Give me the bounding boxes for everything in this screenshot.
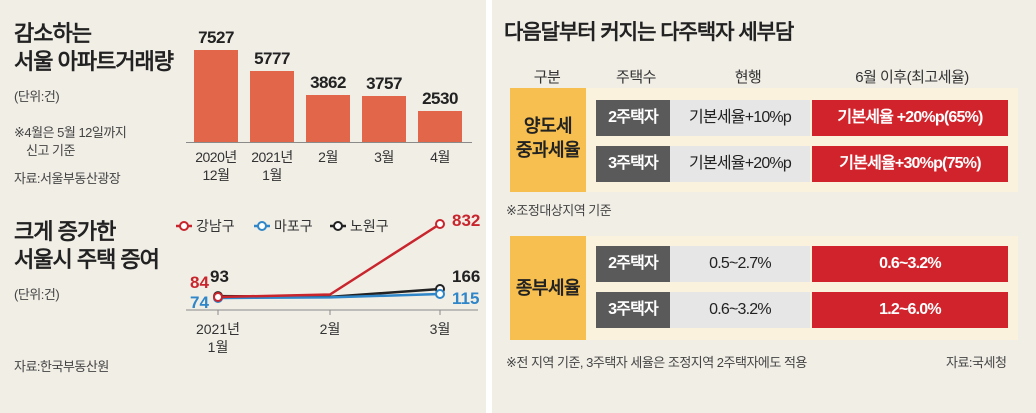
line-chart-unit: (단위:건) bbox=[14, 287, 60, 302]
tax-table-footnote: ※전 지역 기준, 3주택자 세율은 조정지역 2주택자에도 적용 bbox=[506, 355, 807, 370]
point-label: 84 bbox=[190, 273, 209, 292]
category-capital-gains-line1: 양도세 bbox=[523, 116, 573, 136]
bar-3 bbox=[362, 96, 406, 142]
series-point bbox=[435, 219, 445, 229]
row-after: 기본세율+30%p(75%) bbox=[812, 146, 1008, 182]
series-line-0 bbox=[217, 222, 441, 299]
table-row: 3주택자 기본세율+20%p 기본세율+30%p(75%) bbox=[596, 146, 1008, 182]
bar-1 bbox=[250, 71, 294, 142]
row-current: 0.6~3.2% bbox=[670, 292, 810, 328]
row-houses: 2주택자 bbox=[596, 246, 670, 282]
row-after: 1.2~6.0% bbox=[812, 292, 1008, 328]
bar-chart-unit: (단위:건) bbox=[14, 89, 60, 104]
row-houses: 3주택자 bbox=[596, 292, 670, 328]
row-after: 0.6~3.2% bbox=[812, 246, 1008, 282]
row-current: 기본세율+20%p bbox=[670, 146, 810, 182]
tax-table-title: 다음달부터 커지는 다주택자 세부담 bbox=[504, 21, 794, 44]
bar-value-label: 5777 bbox=[254, 49, 290, 69]
point-label: 115 bbox=[452, 289, 479, 308]
table-row: 2주택자 0.5~2.7% 0.6~3.2% bbox=[596, 246, 1008, 282]
bar-chart-note-line1: ※4월은 5월 12일까지 bbox=[14, 125, 127, 140]
series-point bbox=[435, 289, 445, 299]
table-row: 2주택자 기본세율+10%p 기본세율 +20%p(65%) bbox=[596, 100, 1008, 136]
bar-chart-title-line2: 서울 아파트거래량 bbox=[14, 49, 174, 74]
bar-chart-source: 자료:서울부동산광장 bbox=[14, 171, 121, 186]
bar-chart: 7527 2020년 12월 5777 2021년 1월 3862 2월 3757 3월 2530 4… bbox=[0, 0, 486, 200]
bar-4 bbox=[418, 111, 462, 142]
point-label: 166 bbox=[452, 267, 480, 286]
row-current: 0.5~2.7% bbox=[670, 246, 810, 282]
left-panel: 감소하는 서울 아파트거래량 (단위:건) ※4월은 5월 12일까지 신고 기… bbox=[0, 0, 486, 413]
point-label: 93 bbox=[210, 267, 229, 286]
bar-value-label: 3862 bbox=[310, 72, 346, 92]
tax-table-source: 자료:국세청 bbox=[946, 355, 1007, 370]
bar-chart-title-line1: 감소하는 bbox=[14, 21, 92, 46]
bar-x-label: 2020년 12월 bbox=[195, 149, 237, 183]
bar-x-label: 4월 bbox=[430, 149, 450, 165]
series-point bbox=[213, 292, 223, 302]
bar-chart-baseline bbox=[186, 142, 472, 143]
line-chart-title-line2: 서울시 주택 증여 bbox=[14, 247, 160, 272]
header-category: 구분 bbox=[533, 69, 561, 86]
row-current: 기본세율+10%p bbox=[670, 100, 810, 136]
header-current: 현행 bbox=[734, 69, 762, 86]
bar-x-label: 2021년 1월 bbox=[251, 149, 293, 183]
line-x-label: 1월 bbox=[208, 339, 229, 355]
bar-x-label: 2월 bbox=[318, 149, 338, 165]
category-property-tax: 종부세율 bbox=[510, 236, 586, 340]
capital-gains-note: ※조정대상지역 기준 bbox=[506, 203, 612, 218]
legend-label: 마포구 bbox=[274, 218, 313, 234]
row-after: 기본세율 +20%p(65%) bbox=[812, 100, 1008, 136]
header-after: 6월 이후(최고세율) bbox=[855, 69, 969, 86]
line-chart-source: 자료:한국부동산원 bbox=[14, 359, 109, 374]
bar-2 bbox=[306, 94, 350, 142]
legend-label: 강남구 bbox=[196, 218, 235, 234]
bar-value-label: 3757 bbox=[366, 74, 402, 94]
bar-x-label: 3월 bbox=[374, 149, 394, 165]
category-capital-gains-line2: 중과세율 bbox=[515, 140, 581, 160]
bar-value-label: 2530 bbox=[422, 89, 458, 109]
legend-marker bbox=[257, 221, 267, 231]
line-x-label: 3월 bbox=[430, 321, 451, 337]
legend-label: 노원구 bbox=[350, 218, 389, 234]
point-label: 74 bbox=[190, 293, 209, 312]
legend-marker bbox=[179, 221, 189, 231]
bar-value-label: 7527 bbox=[198, 28, 234, 47]
legend-marker bbox=[333, 221, 343, 231]
row-houses: 3주택자 bbox=[596, 146, 670, 182]
header-houses: 주택수 bbox=[616, 69, 656, 86]
series-line-1 bbox=[217, 292, 441, 300]
bar-0 bbox=[194, 50, 238, 142]
category-capital-gains: 양도세 중과세율 bbox=[510, 88, 586, 192]
bar-chart-note-line2: 신고 기준 bbox=[26, 143, 75, 158]
point-label: 832 bbox=[452, 211, 480, 230]
right-panel: 다음달부터 커지는 다주택자 세부담 구분 주택수 현행 6월 이후(최고세율)… bbox=[492, 0, 1036, 413]
table-row: 3주택자 0.6~3.2% 1.2~6.0% bbox=[596, 292, 1008, 328]
line-x-label: 2021년 bbox=[196, 321, 240, 337]
row-houses: 2주택자 bbox=[596, 100, 670, 136]
line-chart-title-line1: 크게 증가한 bbox=[14, 219, 116, 244]
line-x-label: 2월 bbox=[320, 321, 341, 337]
